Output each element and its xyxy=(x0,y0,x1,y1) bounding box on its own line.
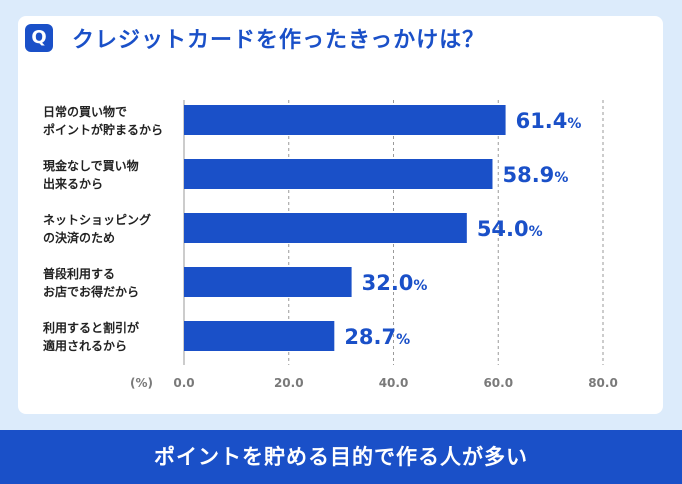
tick-label: 40.0 xyxy=(379,376,409,390)
category-label: 普段利用する xyxy=(43,266,115,281)
bar xyxy=(184,321,335,351)
value-label: 58.9% xyxy=(502,163,568,187)
category-label: 出来るから xyxy=(43,176,103,191)
bar xyxy=(184,105,506,135)
category-label: 現金なしで買い物 xyxy=(43,158,139,173)
category-label: の決済のため xyxy=(43,230,115,245)
bar xyxy=(184,267,352,297)
tick-label: 60.0 xyxy=(483,376,513,390)
category-label: ポイントが貯まるから xyxy=(43,122,163,137)
value-label: 54.0% xyxy=(477,217,543,241)
footer-banner: ポイントを貯める目的で作る人が多い xyxy=(0,430,682,484)
category-label: 日常の買い物で xyxy=(43,104,127,119)
category-label: ネットショッピング xyxy=(43,212,151,227)
question-badge: Q xyxy=(25,24,53,52)
value-label: 32.0% xyxy=(362,271,428,295)
category-label: 適用されるから xyxy=(43,338,127,353)
tick-label: 20.0 xyxy=(274,376,304,390)
value-label: 61.4% xyxy=(516,109,582,133)
category-label: 利用すると割引が xyxy=(43,320,139,335)
unit-label: (%) xyxy=(130,376,153,390)
value-label: 28.7% xyxy=(344,325,410,349)
category-label: お店でお得だから xyxy=(43,284,139,299)
question-title: クレジットカードを作ったきっかけは？ xyxy=(72,28,486,53)
tick-label: 80.0 xyxy=(588,376,618,390)
bar xyxy=(184,159,493,189)
bar xyxy=(184,213,467,243)
tick-label: 0.0 xyxy=(173,376,194,390)
